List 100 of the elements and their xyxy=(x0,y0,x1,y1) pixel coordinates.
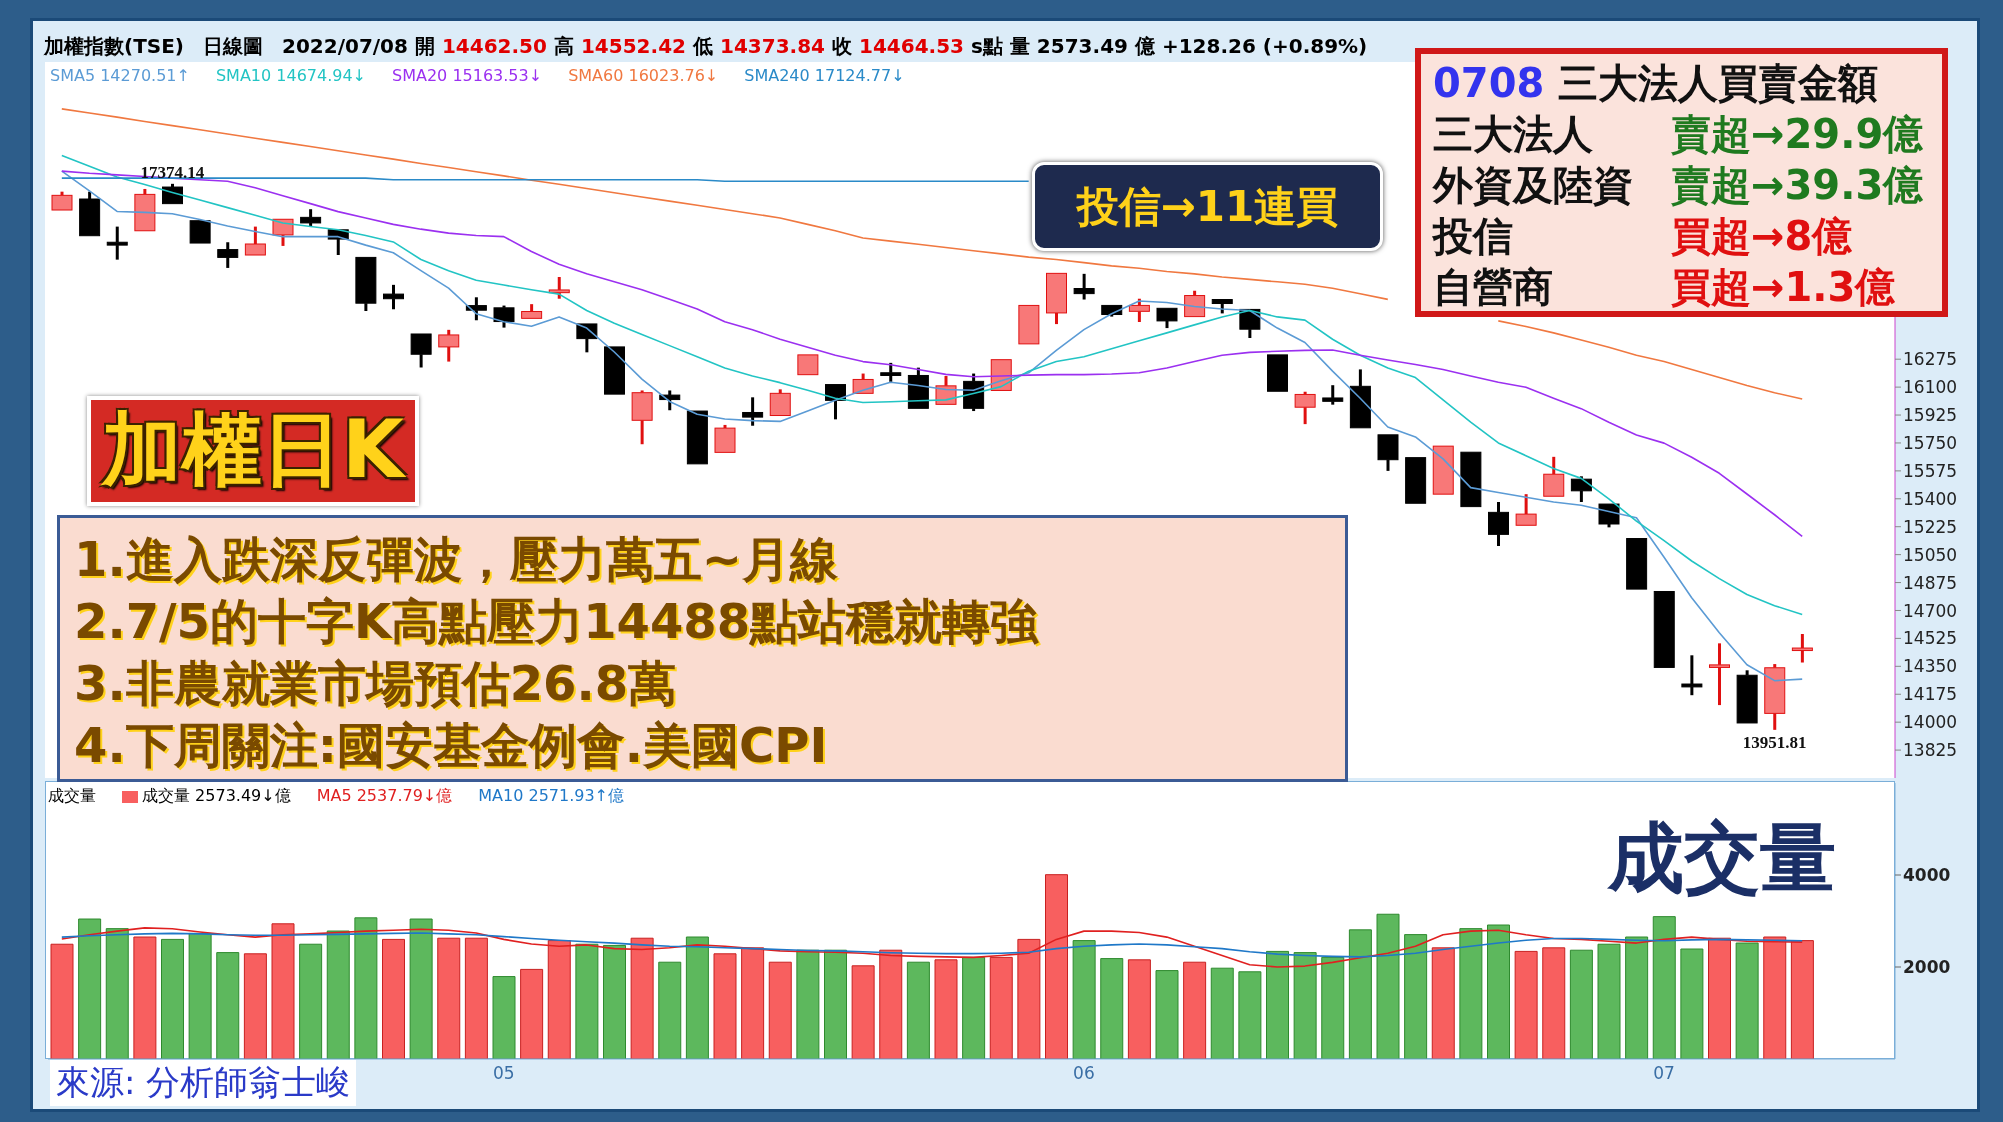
bar xyxy=(271,923,295,1059)
bar xyxy=(1072,940,1096,1059)
chart-title: 成交量 xyxy=(1608,812,1836,904)
bar xyxy=(161,938,184,1059)
bar xyxy=(1569,949,1593,1059)
candlestick xyxy=(355,256,377,312)
bar xyxy=(78,918,102,1059)
x-tick-label: 06 xyxy=(1073,1063,1095,1084)
text: 加權指數(TSE) xyxy=(44,33,184,60)
bar xyxy=(382,938,405,1059)
y-tick-label: 15925 xyxy=(1903,405,1958,426)
bar xyxy=(1514,950,1538,1059)
bar xyxy=(133,936,157,1059)
text: 14552.42 xyxy=(580,34,686,58)
candlestick xyxy=(686,410,708,465)
text: 收 xyxy=(831,33,852,60)
y-tick-label: 16100 xyxy=(1903,377,1958,398)
candlestick xyxy=(106,226,128,260)
bar xyxy=(768,961,792,1059)
bar xyxy=(105,928,129,1059)
bar xyxy=(243,953,267,1059)
bar xyxy=(188,932,212,1059)
y-tick-label: 14350 xyxy=(1903,656,1958,677)
y-tick-label: 15575 xyxy=(1903,460,1958,481)
bar xyxy=(520,968,544,1059)
bar xyxy=(796,949,820,1059)
bar xyxy=(1210,967,1234,1059)
bar xyxy=(1266,950,1289,1059)
bar xyxy=(437,937,461,1059)
bar xyxy=(851,965,875,1059)
y-tick-label: 14175 xyxy=(1903,684,1958,705)
bar xyxy=(1625,936,1649,1059)
candlestick xyxy=(1432,445,1454,495)
candlestick xyxy=(1349,369,1371,429)
bar xyxy=(216,952,240,1059)
candlestick xyxy=(1322,385,1344,405)
bar xyxy=(547,940,571,1059)
line-series xyxy=(61,927,1803,968)
annotation: 1.進入跌深反彈波，壓力萬五~月線 xyxy=(74,530,839,589)
y-tick-label: 15050 xyxy=(1903,544,1958,565)
x-tick-label: 07 xyxy=(1653,1063,1675,1084)
bar xyxy=(1431,947,1455,1059)
text: SMA60 16023.76↓ xyxy=(568,66,719,85)
bar xyxy=(1404,934,1428,1059)
bar xyxy=(464,937,488,1059)
candlestick xyxy=(1405,457,1427,504)
bar xyxy=(50,943,74,1059)
y-tick-label: 14875 xyxy=(1903,572,1958,593)
candlestick xyxy=(134,187,156,232)
annotation: 0708 xyxy=(1433,60,1545,106)
bar xyxy=(658,961,682,1059)
text: 14462.50 xyxy=(441,34,547,58)
candlestick xyxy=(410,333,432,368)
bar xyxy=(1652,916,1676,1059)
bar xyxy=(741,947,765,1059)
annotation: 3.非農就業市場預估26.8萬 xyxy=(74,654,678,713)
candlestick xyxy=(1460,451,1482,508)
y-tick-label: 4000 xyxy=(1903,865,1951,886)
y-tick-label: 14700 xyxy=(1903,600,1958,621)
callout-panel: 投信→11連買 xyxy=(1032,162,1383,251)
bar xyxy=(1680,948,1704,1059)
candlestick xyxy=(604,346,625,395)
annotation: 投信 xyxy=(1433,212,1514,261)
bar xyxy=(1542,947,1566,1059)
bar xyxy=(906,961,930,1059)
candlestick xyxy=(217,242,239,268)
bar xyxy=(934,959,958,1059)
bar xyxy=(1238,971,1262,1059)
candlestick xyxy=(769,389,791,417)
text: SMA240 17124.77↓ xyxy=(744,66,905,85)
text: 來源: 分析師翁士峻 xyxy=(50,1060,357,1106)
candlestick xyxy=(1653,590,1675,668)
bar xyxy=(713,953,737,1059)
bar xyxy=(326,930,350,1059)
candlestick xyxy=(1791,634,1813,663)
text: SMA10 14674.94↓ xyxy=(215,66,367,85)
y-tick-label: 16275 xyxy=(1903,349,1958,370)
candlestick xyxy=(189,220,211,244)
bar xyxy=(492,976,516,1059)
annotation: 外資及陸資 xyxy=(1433,161,1634,210)
text: 量 2573.49 億 xyxy=(1009,33,1155,60)
annotation: 自營商 xyxy=(1433,263,1554,312)
bar xyxy=(1017,938,1041,1059)
bar xyxy=(1293,952,1317,1059)
bar xyxy=(1127,959,1151,1059)
text: 日線圖 xyxy=(203,33,263,60)
text: 14464.53 xyxy=(858,34,964,58)
x-tick-label: 05 xyxy=(492,1063,515,1084)
annotation: 賣超→29.9億 xyxy=(1671,110,1924,159)
candlestick xyxy=(1073,272,1095,300)
y-tick-label: 14000 xyxy=(1903,712,1958,733)
candlestick xyxy=(1626,538,1648,590)
candlestick xyxy=(1709,643,1730,707)
annotation: 成交量 xyxy=(48,786,96,807)
y-tick-label: 15400 xyxy=(1903,488,1958,509)
bar xyxy=(1763,936,1787,1059)
annotation: 2.7/5的十字K高點壓力14488點站穩就轉強 xyxy=(74,592,1040,651)
bar xyxy=(1321,956,1345,1059)
text: +128.26 (+0.89%) xyxy=(1161,34,1368,58)
bar xyxy=(1708,937,1731,1059)
